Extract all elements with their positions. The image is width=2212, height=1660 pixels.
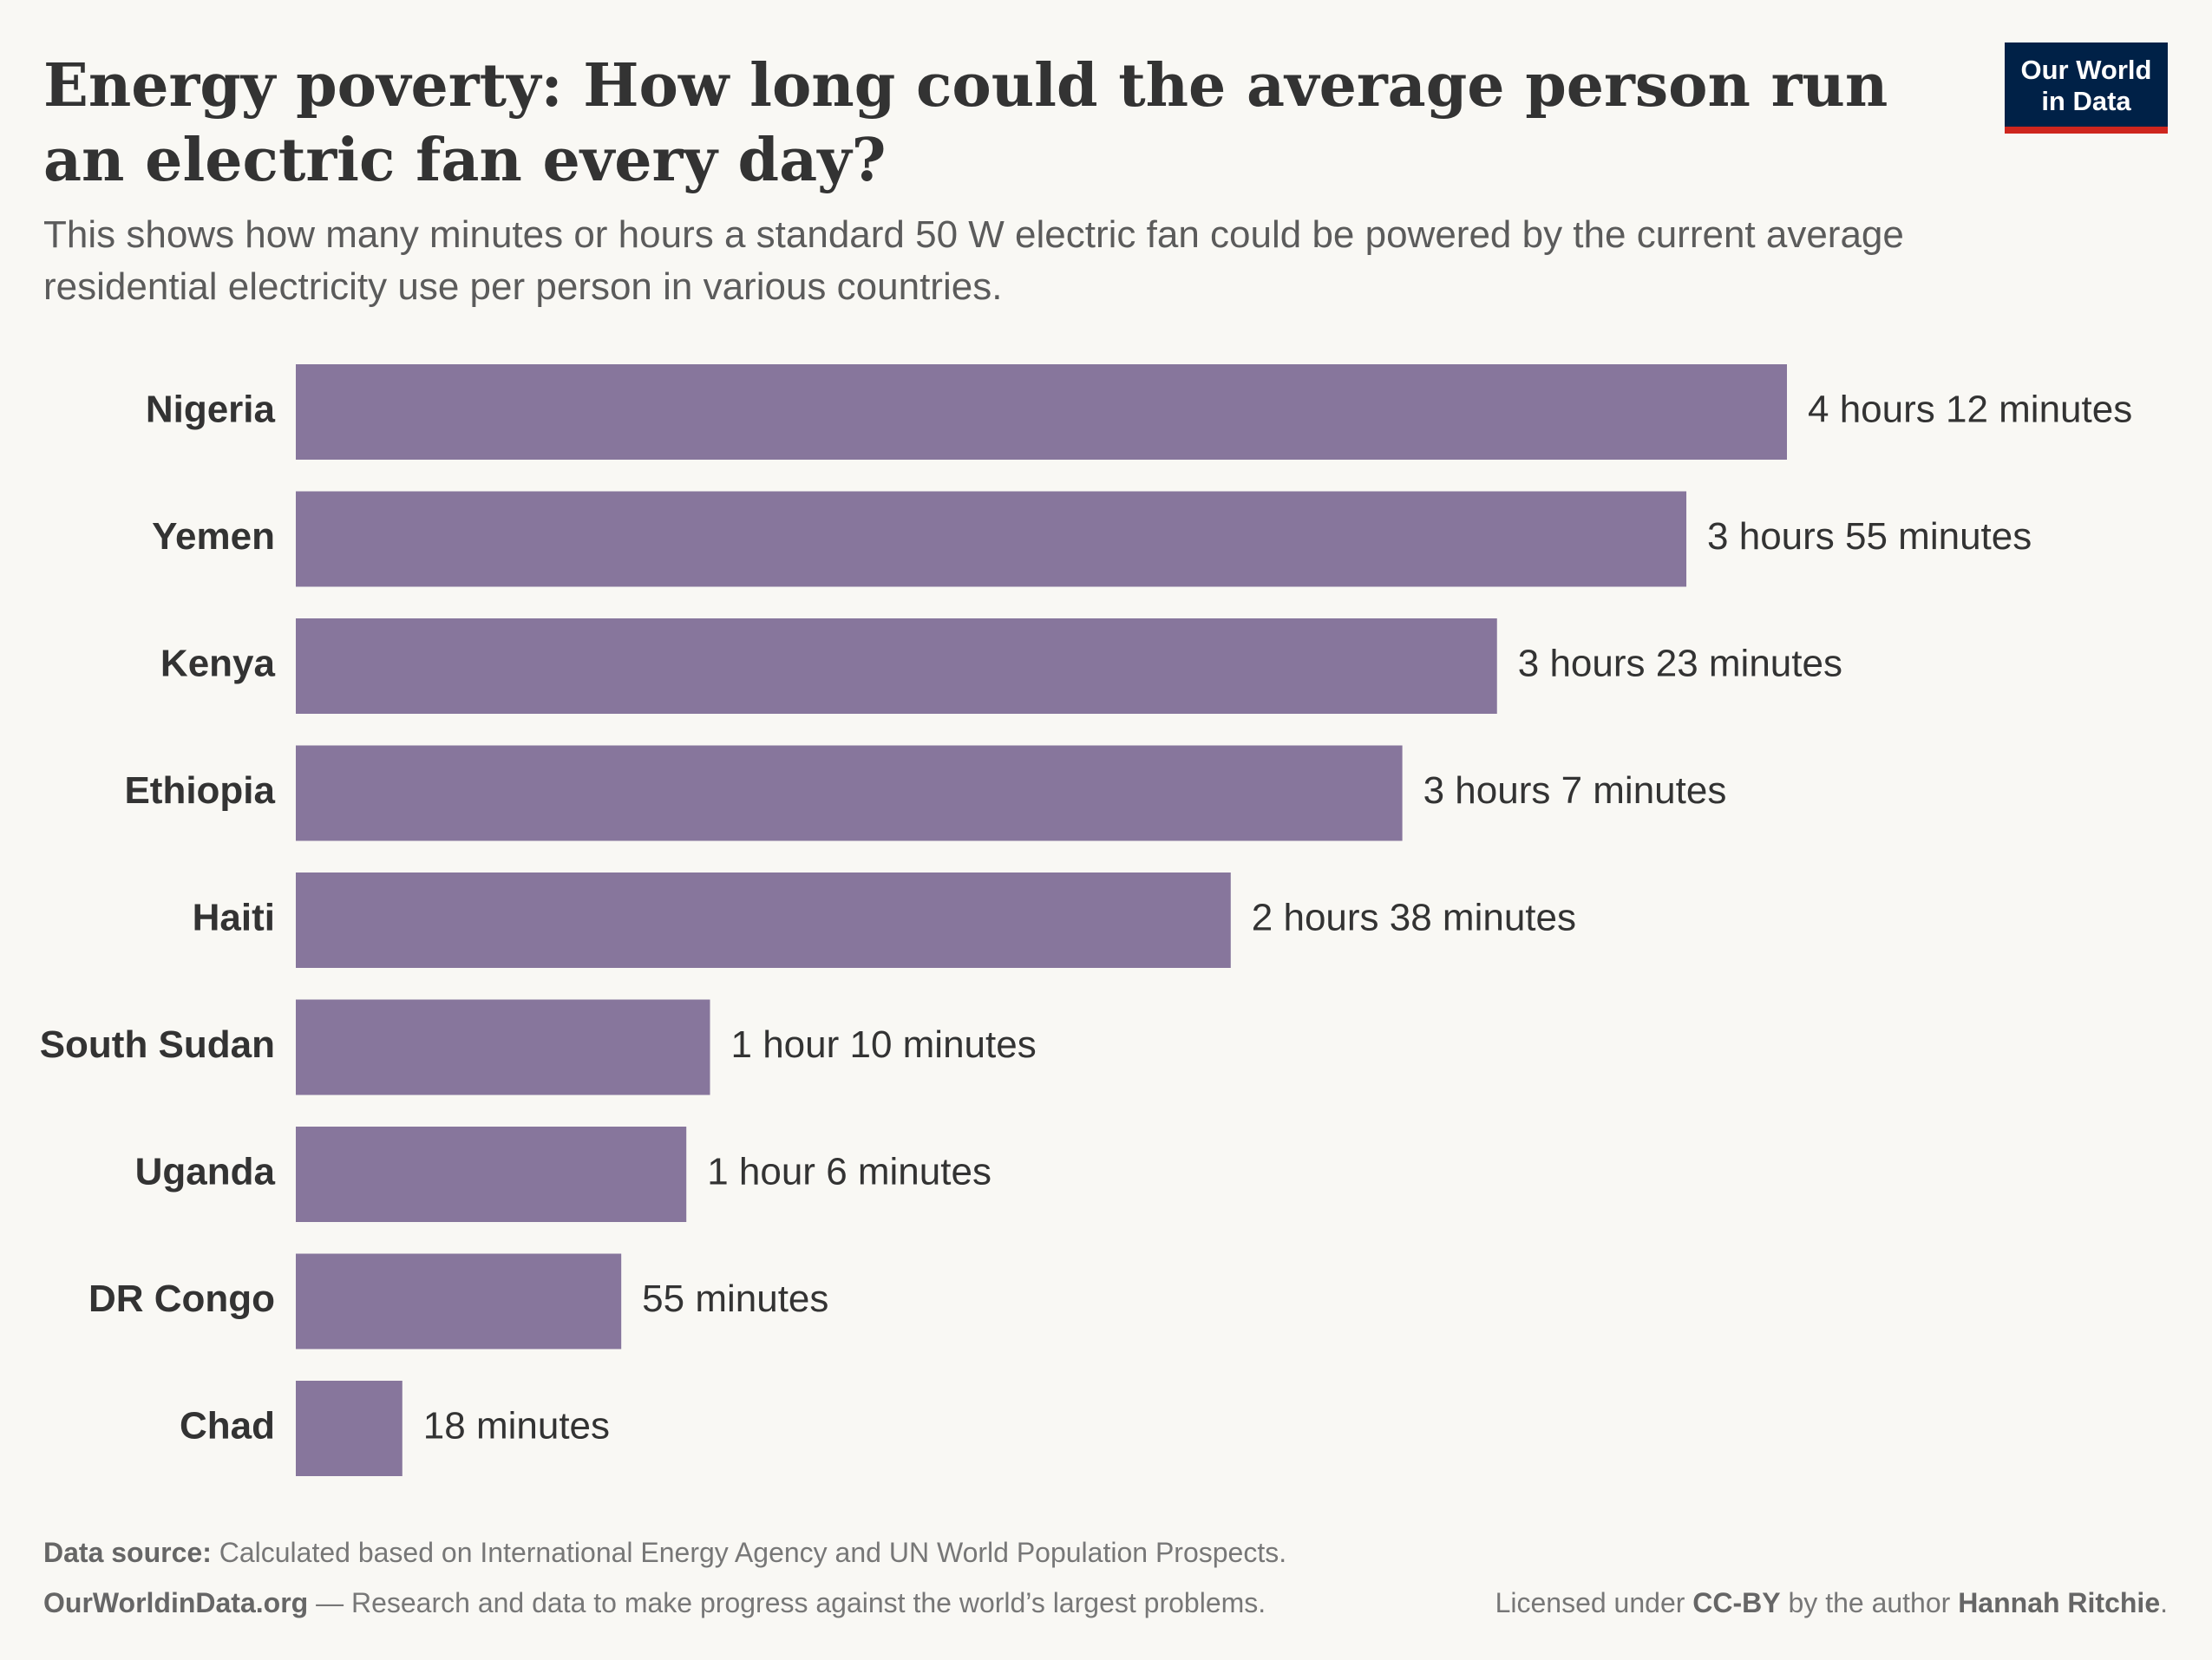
bar [296, 618, 1497, 714]
chart-title: Energy poverty: How long could the avera… [43, 51, 1888, 121]
license-link[interactable]: CC-BY [1692, 1587, 1780, 1618]
bar [296, 1381, 402, 1476]
bar [296, 745, 1403, 841]
category-label: Haiti [193, 897, 275, 939]
value-label: 3 hours 55 minutes [1707, 515, 2032, 558]
bar [296, 1127, 687, 1222]
chart-title: an electric fan every day? [43, 126, 887, 195]
category-label: Kenya [160, 643, 276, 685]
bar [296, 999, 710, 1095]
tagline: — Research and data to make progress aga… [308, 1587, 1266, 1618]
source: Calculated based on International Energy… [212, 1537, 1286, 1568]
logo-strip [2005, 127, 2168, 134]
category-label: South Sudan [40, 1023, 275, 1066]
logo-box [2005, 42, 2168, 134]
logo-text: Our World [2021, 55, 2152, 85]
category-label: DR Congo [88, 1278, 275, 1320]
license-text: . [2160, 1587, 2168, 1618]
source-label: Data source: [43, 1537, 212, 1568]
value-label: 3 hours 7 minutes [1423, 769, 1727, 812]
license-text: Licensed under [1495, 1587, 1693, 1618]
logo[interactable]: Our World in Data [2005, 42, 2168, 134]
license-text: by the author [1781, 1587, 1959, 1618]
bar [296, 491, 1687, 587]
category-label: Uganda [135, 1151, 276, 1193]
value-label: 3 hours 23 minutes [1518, 643, 1842, 685]
bar [296, 364, 1787, 460]
value-label: 4 hours 12 minutes [1808, 389, 2132, 431]
subtitle: residential electricity use per person i… [43, 265, 1002, 308]
source-note: Data source: Calculated based on Interna… [43, 1537, 1286, 1568]
value-label: 2 hours 38 minutes [1252, 897, 1576, 939]
value-label: 18 minutes [423, 1405, 610, 1448]
footer: OurWorldinData.org — Research and data t… [43, 1587, 1266, 1618]
bar [296, 1253, 622, 1350]
value-label: 1 hour 10 minutes [731, 1023, 1037, 1066]
value-label: 1 hour 6 minutes [707, 1151, 991, 1193]
license: Licensed under CC-BY by the author Hanna… [1495, 1587, 2168, 1618]
author: Hannah Ritchie [1958, 1587, 2160, 1618]
category-label: Yemen [152, 515, 275, 558]
category-label: Ethiopia [124, 769, 275, 812]
logo-text: in Data [2041, 86, 2131, 116]
category-label: Nigeria [146, 389, 276, 431]
bar [296, 872, 1231, 968]
site[interactable]: OurWorldinData.org [43, 1587, 308, 1618]
value-label: 55 minutes [642, 1278, 828, 1320]
category-label: Chad [180, 1405, 275, 1448]
subtitle: This shows how many minutes or hours a s… [43, 213, 1904, 256]
